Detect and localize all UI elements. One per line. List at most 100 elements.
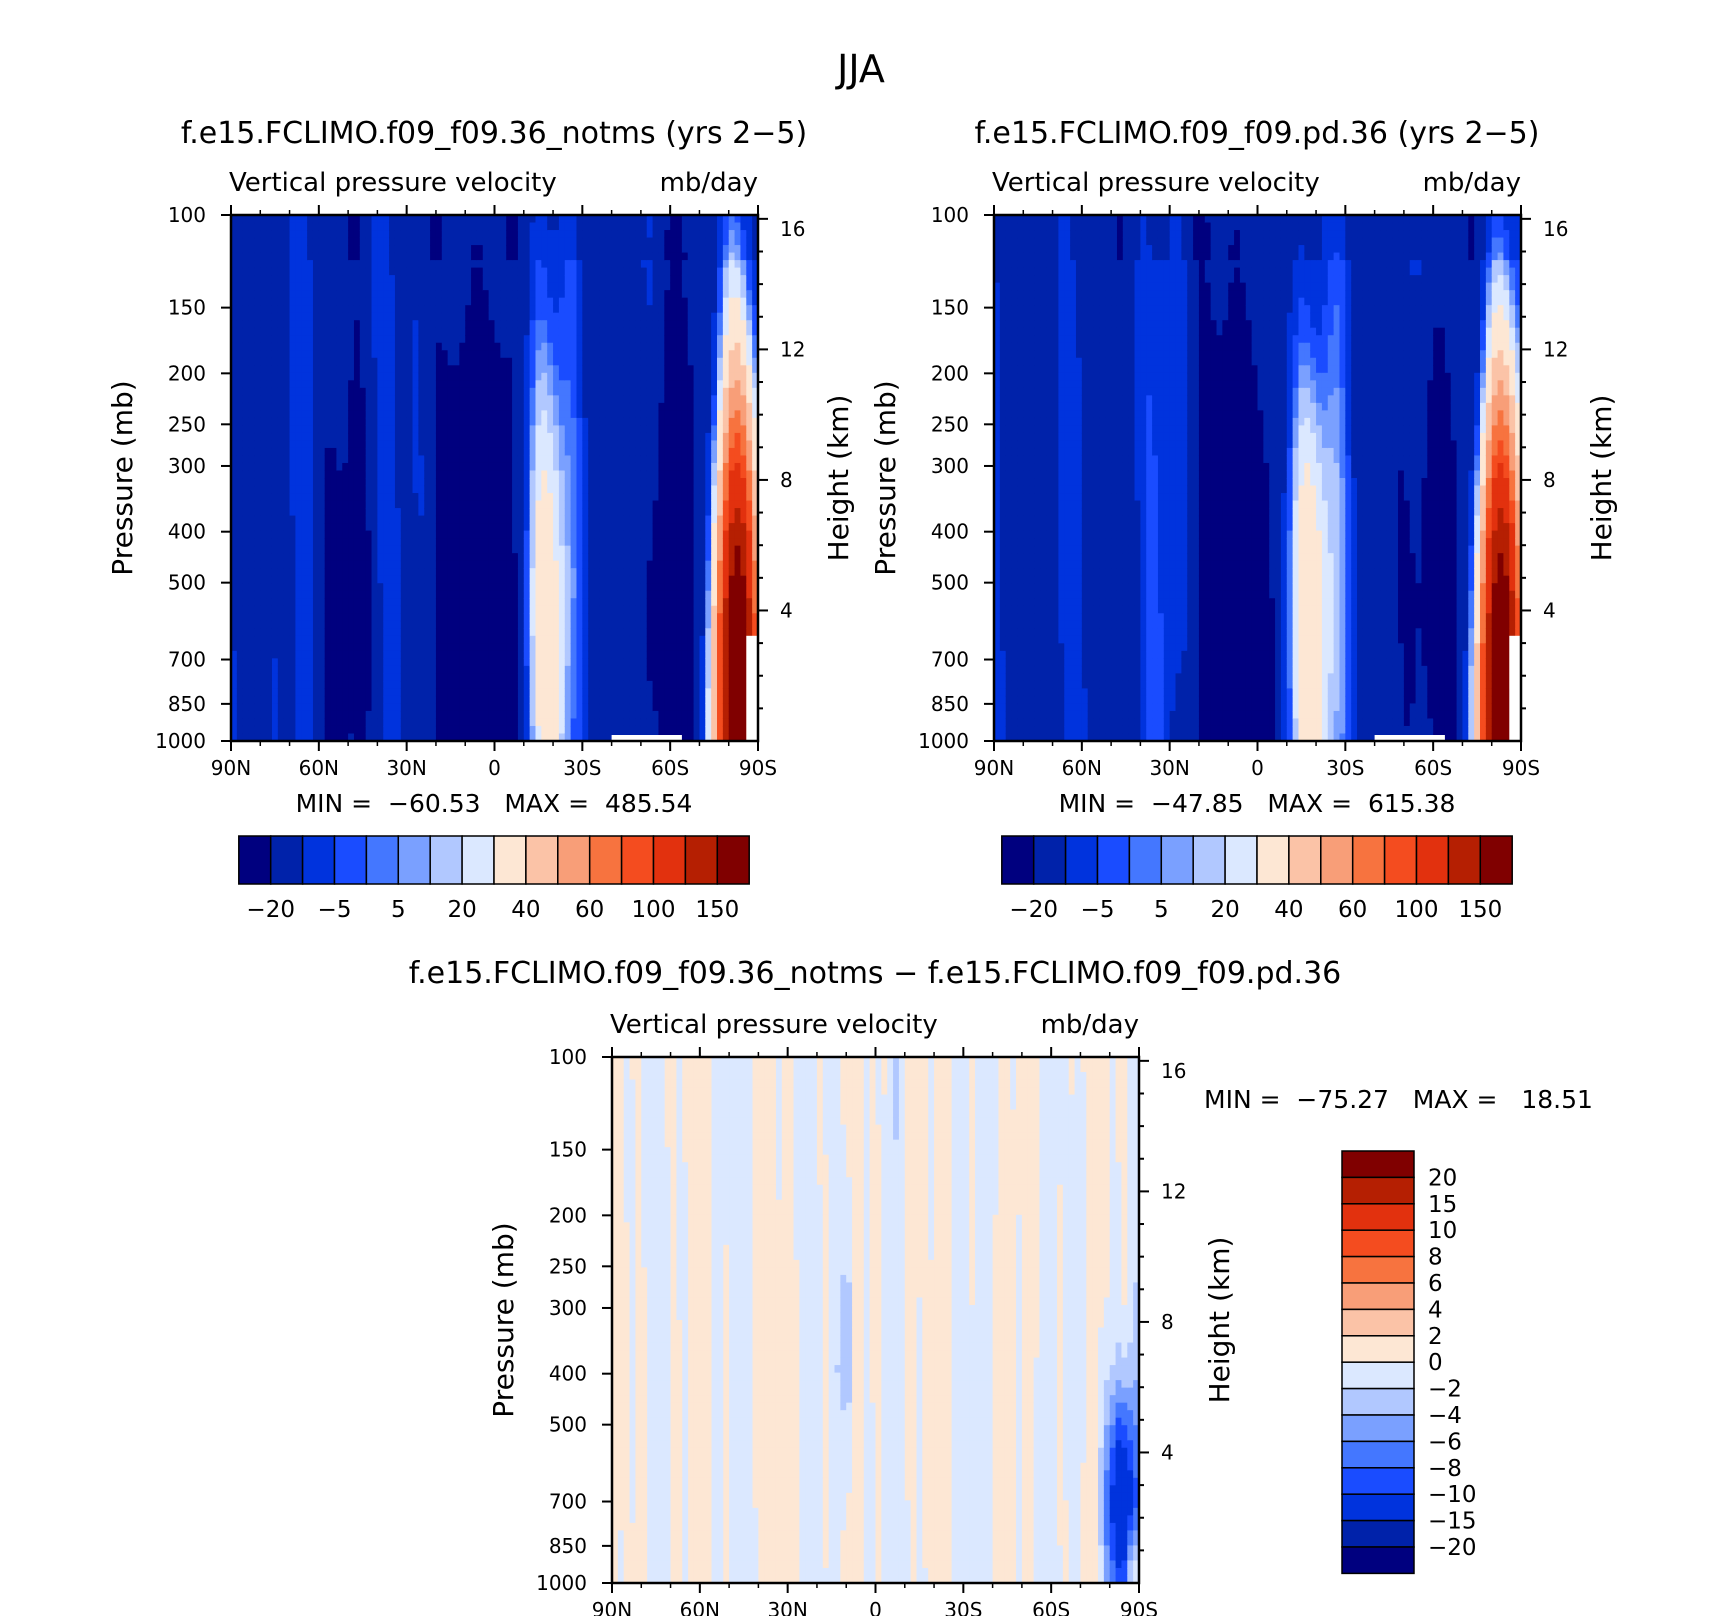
contour-cell — [576, 372, 583, 381]
contour-cell — [459, 417, 466, 426]
contour-cell — [260, 462, 267, 472]
contour-cell — [435, 538, 443, 547]
contour-cell — [389, 275, 396, 284]
contour-cell — [271, 237, 279, 246]
contour-cell — [517, 538, 525, 547]
contour-cell — [418, 673, 425, 682]
contour-cell — [494, 553, 501, 562]
contour-cell — [646, 245, 654, 254]
contour-cell — [312, 470, 320, 479]
contour-cell — [342, 733, 349, 741]
contour-cell — [564, 215, 572, 224]
contour-cell — [599, 553, 607, 562]
contour-cell — [594, 432, 601, 442]
contour-cell — [348, 493, 355, 502]
contour-cell — [564, 568, 572, 577]
contour-cell — [400, 252, 408, 261]
contour-cell — [430, 605, 437, 614]
contour-cell — [312, 485, 320, 494]
contour-cell — [512, 545, 519, 554]
contour-cell — [506, 718, 513, 727]
contour-cell — [271, 620, 279, 629]
contour-cell — [594, 470, 601, 479]
contour-cell — [418, 718, 425, 727]
contour-cell — [389, 342, 396, 351]
contour-cell — [406, 493, 414, 502]
contour-cell — [412, 598, 419, 607]
contour-cell — [248, 222, 256, 231]
contour-cell — [359, 680, 367, 689]
contour-cell — [312, 530, 320, 539]
contour-cell — [248, 650, 256, 659]
contour-cell — [482, 215, 490, 224]
contour-cell — [324, 493, 332, 502]
contour-cell — [453, 410, 460, 419]
contour-cell — [482, 387, 490, 396]
contour-cell — [512, 215, 519, 224]
contour-cell — [330, 643, 337, 652]
contour-cell — [371, 598, 378, 607]
contour-cell — [307, 575, 314, 584]
contour-cell — [231, 628, 238, 637]
contour-cell — [353, 605, 361, 614]
contour-cell — [582, 470, 589, 479]
contour-cell — [348, 380, 355, 389]
contour-cell — [517, 312, 525, 321]
contour-cell — [400, 320, 408, 329]
contour-cell — [353, 553, 361, 562]
contour-cell — [570, 605, 578, 614]
contour-cell — [494, 680, 501, 689]
contour-cell — [353, 583, 361, 592]
contour-cell — [418, 425, 425, 434]
contour-cell — [342, 417, 349, 426]
contour-cell — [529, 665, 537, 674]
contour-cell — [441, 665, 449, 674]
contour-cell — [482, 305, 490, 314]
contour-cell — [558, 455, 566, 464]
contour-cell — [629, 290, 636, 299]
contour-cell — [271, 650, 279, 659]
contour-cell — [260, 357, 267, 366]
contour-cell — [494, 568, 501, 577]
contour-cell — [547, 320, 554, 329]
contour-cell — [371, 688, 378, 697]
contour-cell — [254, 410, 261, 419]
contour-cell — [283, 327, 291, 336]
contour-cell — [283, 545, 291, 554]
contour-cell — [353, 387, 361, 396]
contour-cell — [277, 523, 285, 532]
contour-cell — [348, 665, 355, 674]
contour-cell — [512, 342, 519, 351]
contour-cell — [611, 230, 619, 239]
contour-cell — [430, 395, 437, 404]
contour-cell — [383, 583, 390, 592]
contour-cell — [242, 470, 250, 479]
contour-cell — [517, 718, 525, 727]
contour-cell — [635, 425, 642, 434]
contour-cell — [500, 335, 507, 344]
contour-cell — [482, 320, 490, 329]
contour-cell — [236, 515, 244, 524]
contour-cell — [312, 523, 320, 532]
contour-cell — [523, 470, 531, 479]
contour-cell — [389, 478, 396, 487]
contour-cell — [394, 402, 402, 411]
contour-cell — [629, 635, 636, 644]
contour-cell — [406, 688, 414, 697]
contour-cell — [523, 553, 531, 562]
contour-cell — [599, 417, 607, 426]
contour-cell — [599, 568, 607, 577]
contour-cell — [623, 462, 630, 472]
contour-cell — [318, 508, 326, 517]
contour-cell — [576, 245, 583, 254]
contour-cell — [383, 215, 390, 224]
contour-cell — [500, 583, 507, 592]
contour-cell — [435, 733, 443, 741]
contour-cell — [271, 402, 279, 411]
contour-cell — [248, 335, 256, 344]
contour-cell — [476, 215, 484, 224]
contour-cell — [336, 462, 343, 472]
contour-cell — [430, 515, 437, 524]
contour-cell — [482, 327, 490, 336]
contour-cell — [406, 252, 414, 261]
